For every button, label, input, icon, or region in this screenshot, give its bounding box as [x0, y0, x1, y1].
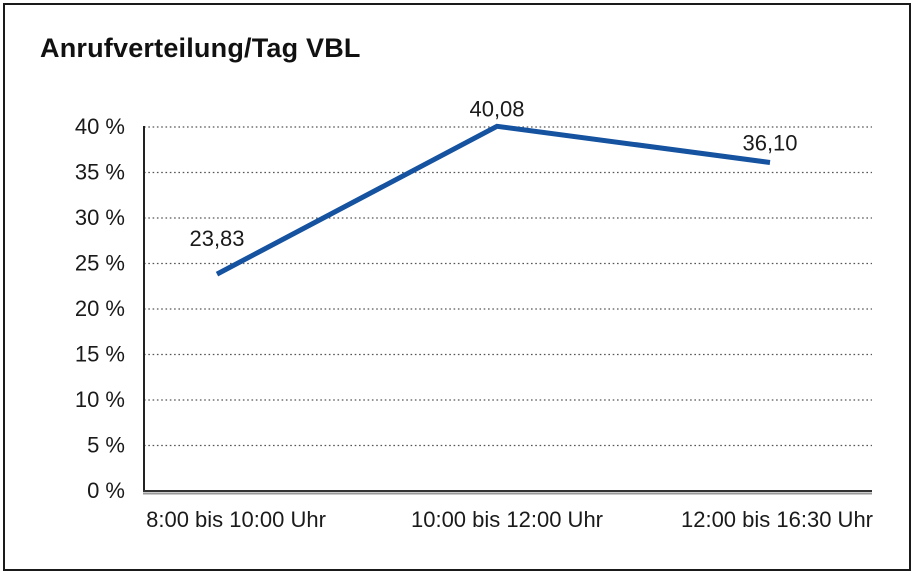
y-tick-label: 40 % [75, 114, 125, 139]
x-category-label: 12:00 bis 16:30 Uhr [681, 507, 873, 532]
y-tick-label: 5 % [87, 433, 125, 458]
y-tick-label: 30 % [75, 205, 125, 230]
y-tick-label: 20 % [75, 296, 125, 321]
x-category-label: 10:00 bis 12:00 Uhr [411, 507, 603, 532]
point-label: 23,83 [189, 226, 244, 251]
x-category-label: 8:00 bis 10:00 Uhr [146, 507, 326, 532]
y-tick-label: 10 % [75, 387, 125, 412]
y-tick-label: 35 % [75, 160, 125, 185]
y-tick-label: 25 % [75, 251, 125, 276]
series-line [215, 123, 771, 277]
y-tick-label: 0 % [87, 478, 125, 503]
point-label: 40,08 [469, 96, 524, 121]
point-label: 36,10 [742, 130, 797, 155]
chart-title: Anrufverteilung/Tag VBL [40, 33, 361, 63]
y-tick-label: 15 % [75, 342, 125, 367]
